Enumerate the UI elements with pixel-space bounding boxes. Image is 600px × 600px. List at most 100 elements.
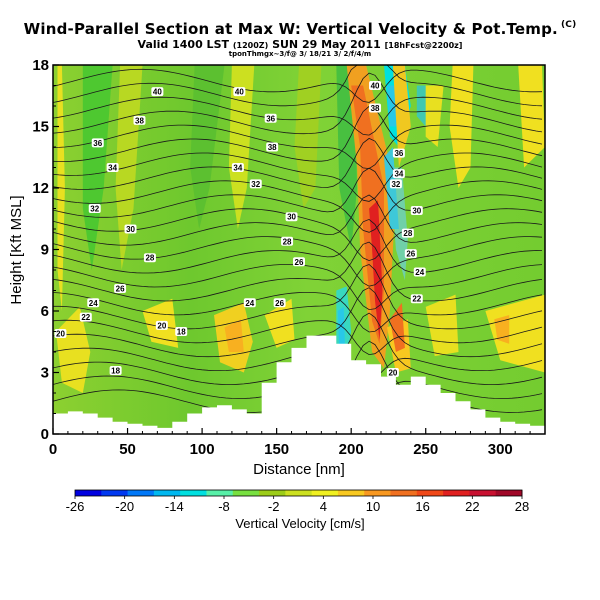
contour-label-text: 26 xyxy=(275,299,284,308)
contour-label-box xyxy=(133,115,146,125)
contour-label-box xyxy=(54,329,67,339)
theta-contour xyxy=(53,137,543,190)
y-tick-label: 3 xyxy=(41,365,49,382)
utc-time: (1200Z) xyxy=(232,41,269,50)
contour-label: 30 xyxy=(410,206,423,216)
contour-label: 36 xyxy=(264,113,277,123)
contour-label: 24 xyxy=(243,298,256,308)
contour-label-box xyxy=(392,169,405,179)
contour-label: 20 xyxy=(155,320,168,330)
colorbar-segment xyxy=(443,490,470,496)
contour-label: 36 xyxy=(392,148,405,158)
chart-title-text: Wind-Parallel Section at Max W: Vertical… xyxy=(23,20,558,38)
contour-label: 30 xyxy=(285,212,298,222)
velocity-band xyxy=(518,65,545,168)
colorbar: -26 -20 -14 -8 -2 4 10 16 22 28 xyxy=(66,489,529,514)
theta-contour xyxy=(53,68,543,103)
contour-label-box xyxy=(410,294,423,304)
colorbar-tick-label: -26 xyxy=(66,499,85,514)
contour-labels: 20 24 22 32 36 34 18 26 30 38 28 40 20 18 34 40 24 32 36 38… xyxy=(54,81,426,378)
contour-label-text: 32 xyxy=(391,180,400,189)
x-tick-label: 100 xyxy=(190,441,215,458)
colorbar-segment xyxy=(416,490,444,496)
theta-contour xyxy=(53,152,543,202)
x-axis: 0 50 100 150 200 250 300 xyxy=(49,428,531,458)
theta-contour xyxy=(53,319,543,356)
velocity-band xyxy=(228,65,255,229)
contour-label-text: 26 xyxy=(116,284,125,293)
contour-label-text: 34 xyxy=(108,164,117,173)
contour-label-text: 34 xyxy=(233,164,242,173)
contour-label-text: 26 xyxy=(295,258,304,267)
contour-label-text: 26 xyxy=(406,250,415,259)
contour-label: 38 xyxy=(133,115,146,125)
colorbar-tick-label: -20 xyxy=(115,499,134,514)
valid-date: SUN 29 May 2011 xyxy=(272,38,381,51)
theta-contour xyxy=(53,65,543,107)
contour-label-box xyxy=(114,283,127,293)
contour-label-box xyxy=(151,87,164,97)
contour-label-box xyxy=(79,312,92,322)
contour-label: 34 xyxy=(392,169,405,179)
contour-label-box xyxy=(285,212,298,222)
contour-label: 32 xyxy=(389,179,402,189)
contour-label-text: 40 xyxy=(235,88,244,97)
velocity-band xyxy=(369,200,383,340)
colorbar-segment xyxy=(285,490,313,496)
theta-contour xyxy=(53,287,543,358)
colorbar-tick-label: -2 xyxy=(268,499,280,514)
contour-label: 24 xyxy=(413,267,426,277)
contour-label: 34 xyxy=(106,163,119,173)
contour-label-text: 28 xyxy=(283,237,292,246)
contour-label-text: 20 xyxy=(56,330,65,339)
y-axis: 0 3 6 9 12 15 18 xyxy=(32,57,59,443)
theta-contour xyxy=(53,236,543,287)
y-tick-label: 15 xyxy=(32,119,49,136)
contour-label-box xyxy=(404,249,417,259)
contour-label: 28 xyxy=(401,228,414,238)
contour-label: 40 xyxy=(233,87,246,97)
contour-label-text: 36 xyxy=(394,149,403,158)
x-tick-label: 200 xyxy=(339,441,364,458)
theta-contour xyxy=(53,72,543,135)
colorbar-segment xyxy=(311,490,339,496)
contour-label-box xyxy=(281,236,294,246)
contour-label: 22 xyxy=(79,312,92,322)
contour-label-box xyxy=(243,298,256,308)
theta-contour xyxy=(53,180,543,233)
contour-label-box xyxy=(143,253,156,263)
contour-label-text: 36 xyxy=(266,114,275,123)
contour-label-text: 30 xyxy=(126,225,135,234)
velocity-band xyxy=(56,306,91,393)
contour-label-box xyxy=(401,228,414,238)
contour-label-box xyxy=(87,298,100,308)
velocity-band xyxy=(224,319,244,352)
contour-label-box xyxy=(389,179,402,189)
contour-label-text: 18 xyxy=(177,328,186,337)
colorbar-segment xyxy=(153,490,181,496)
y-tick-label: 9 xyxy=(41,242,49,259)
velocity-band xyxy=(190,65,225,229)
contour-label: 26 xyxy=(273,298,286,308)
contour-label: 40 xyxy=(151,87,164,97)
chart-title: Wind-Parallel Section at Max W: Vertical… xyxy=(0,20,600,38)
copyright-mark: (C) xyxy=(560,20,577,30)
x-tick-label: 50 xyxy=(119,441,136,458)
x-axis-label: Distance [nm] xyxy=(253,461,345,478)
contour-label-box xyxy=(106,163,119,172)
chart-credit: tponThmgx~3/f@ 3/ 18/21 3/ 2/f/4/m xyxy=(228,50,372,58)
contour-label: 24 xyxy=(87,298,100,308)
theta-contour xyxy=(53,241,543,302)
colorbar-tick-label: -8 xyxy=(218,499,230,514)
theta-contour xyxy=(53,292,543,333)
contour-label-box xyxy=(386,368,399,377)
colorbar-segment xyxy=(101,490,129,496)
colorbar-segment xyxy=(232,490,260,496)
colorbar-segment xyxy=(259,490,286,496)
contour-label: 28 xyxy=(281,236,294,246)
contour-label-box xyxy=(88,204,101,213)
theta-contour xyxy=(53,105,543,162)
contour-label-box xyxy=(233,87,246,97)
y-tick-label: 12 xyxy=(32,180,49,197)
contour-label: 26 xyxy=(404,249,417,259)
